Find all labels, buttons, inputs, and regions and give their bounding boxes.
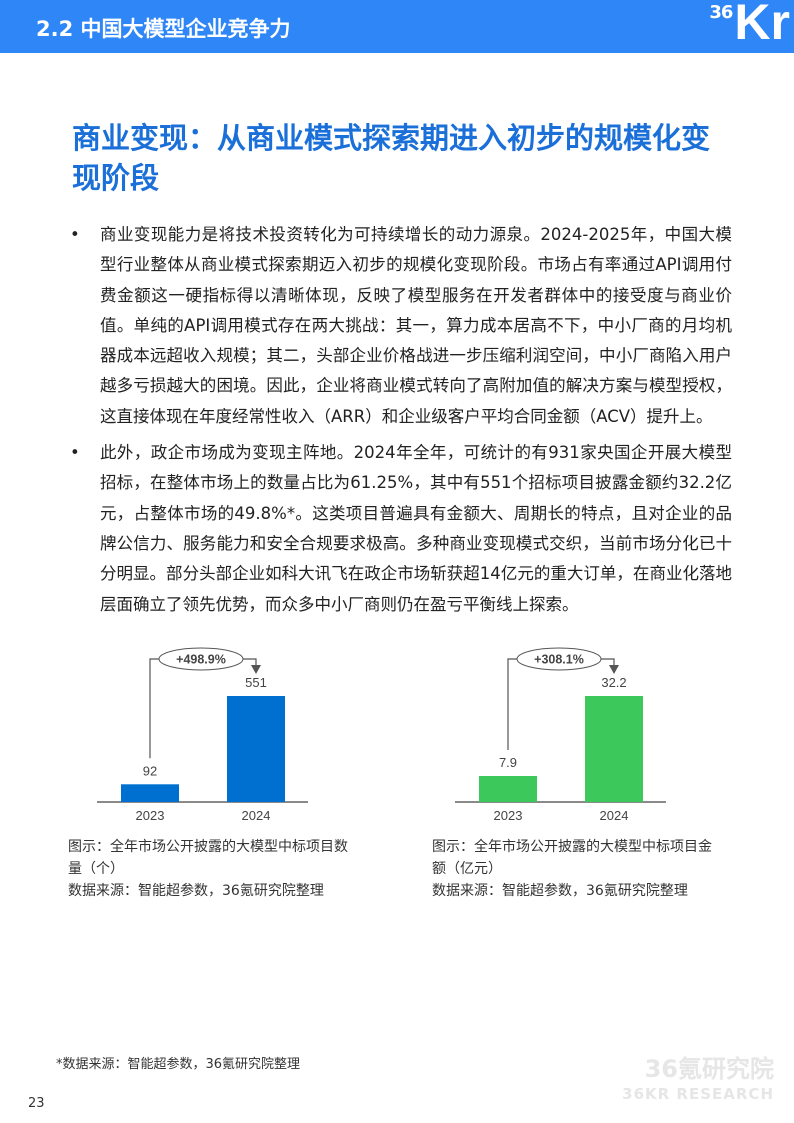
watermark: 36氪研究院 36KR RESEARCH — [622, 1055, 774, 1103]
bar-2024 — [227, 695, 285, 802]
bullet-paragraph: • 商业变现能力是将技术投资转化为可持续增长的动力源泉。2024-2025年，中国… — [70, 220, 732, 432]
value-label: 7.9 — [499, 755, 517, 770]
bullet-icon: • — [70, 443, 80, 463]
arrow-head-icon — [251, 664, 261, 674]
chart-2-caption: 图示：全年市场公开披露的大模型中标项目金额（亿元） 数据来源：智能超参数，36氪研… — [432, 838, 712, 899]
chart-1-caption: 图示：全年市场公开披露的大模型中标项目数量（个） 数据来源：智能超参数，36氪研究… — [68, 838, 348, 899]
bar-2023 — [479, 775, 537, 802]
growth-badge — [158, 647, 244, 671]
section-title: 2.2 中国大模型企业竞争力 — [36, 17, 291, 41]
value-label: 551 — [245, 675, 267, 690]
bullet-paragraph: • 此外，政企市场成为变现主阵地。2024年全年，可统计的有931家央国企开展大模… — [70, 438, 732, 620]
x-tick-label: 2024 — [242, 808, 271, 823]
page-number: 23 — [28, 1096, 45, 1111]
bar-2024 — [585, 695, 643, 802]
x-tick-label: 2023 — [136, 808, 165, 823]
growth-label: +498.9% — [176, 652, 226, 666]
growth-badge — [516, 647, 602, 671]
bar-2023 — [121, 784, 179, 802]
page-title: 商业变现：从商业模式探索期进入初步的规模化变现阶段 — [72, 121, 711, 195]
bullet-icon: • — [70, 225, 80, 244]
charts: 92 2023 551 2024 +498.9% 7.9 2023 32.2 2024 +308.… — [97, 647, 666, 823]
x-tick-label: 2024 — [600, 808, 629, 823]
36kr-logo: 36 Kr — [709, 0, 790, 50]
arrow-head-icon — [609, 664, 619, 674]
value-label: 92 — [143, 763, 157, 778]
value-label: 32.2 — [601, 675, 626, 690]
growth-label: +308.1% — [534, 652, 584, 666]
footnote: *数据来源：智能超参数，36氪研究院整理 — [56, 1057, 301, 1072]
content: 商业变现：从商业模式探索期进入初步的规模化变现阶段 • 商业变现能力是将技术投资转… — [68, 118, 732, 899]
x-tick-label: 2023 — [494, 808, 523, 823]
section-header: 2.2 中国大模型企业竞争力 36 Kr — [0, 0, 794, 53]
chart-area: 92 2023 551 2024 +498.9% 7.9 2023 32.2 2024 +308.… — [0, 634, 794, 899]
